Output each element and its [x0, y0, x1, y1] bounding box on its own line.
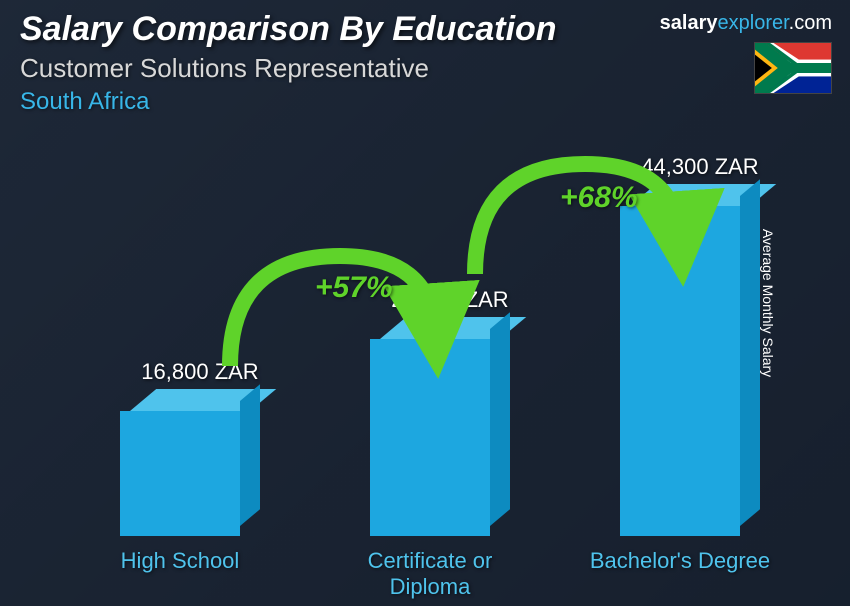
bar: 16,800 ZAR	[120, 411, 240, 536]
increase-pct-label: +57%	[315, 271, 393, 305]
bar-category-label: Bachelor's Degree	[580, 548, 780, 574]
header: Salary Comparison By Education Customer …	[20, 10, 557, 116]
branding-text: salaryexplorer.com	[660, 12, 832, 35]
brand-part-b: explorer	[718, 12, 789, 34]
bar-category-label: High School	[80, 548, 280, 574]
chart-title: Salary Comparison By Education	[20, 10, 557, 49]
bar-chart: 16,800 ZAR High School 26,400 ZAR Certif…	[60, 136, 800, 536]
increase-arrow-icon	[455, 144, 705, 294]
brand-part-a: salary	[660, 12, 718, 34]
chart-country: South Africa	[20, 88, 557, 116]
increase-pct-label: +68%	[560, 181, 638, 215]
chart-subtitle: Customer Solutions Representative	[20, 53, 557, 84]
brand-part-c: .com	[789, 12, 832, 34]
bar-group: 16,800 ZAR High School	[100, 411, 260, 536]
flag-icon	[754, 42, 832, 94]
bar-side-face	[490, 312, 510, 526]
bar-category-label: Certificate or Diploma	[330, 548, 530, 600]
increase-arrow-icon	[210, 236, 460, 386]
bar-side-face	[740, 179, 760, 526]
bar-side-face	[240, 384, 260, 526]
bar-front-face	[120, 411, 240, 536]
